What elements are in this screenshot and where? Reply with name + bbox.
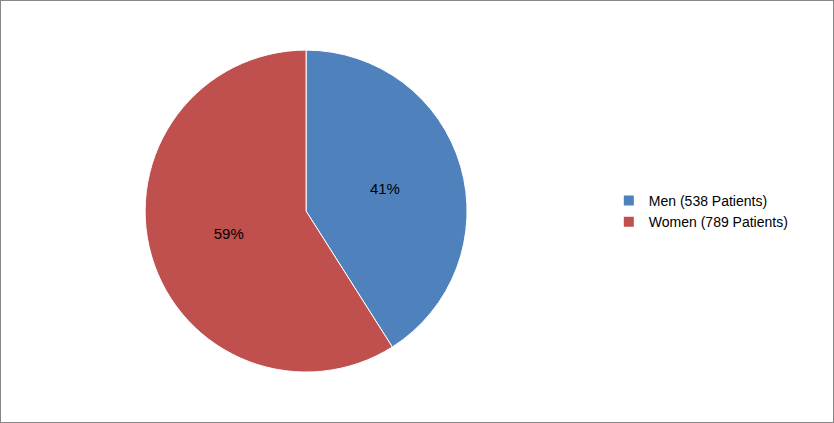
svg-text:41%: 41% [370, 180, 400, 197]
svg-text:Men (538 Patients): Men (538 Patients) [649, 193, 767, 209]
svg-text:59%: 59% [214, 225, 244, 242]
svg-text:Women (789 Patients): Women (789 Patients) [649, 214, 788, 230]
